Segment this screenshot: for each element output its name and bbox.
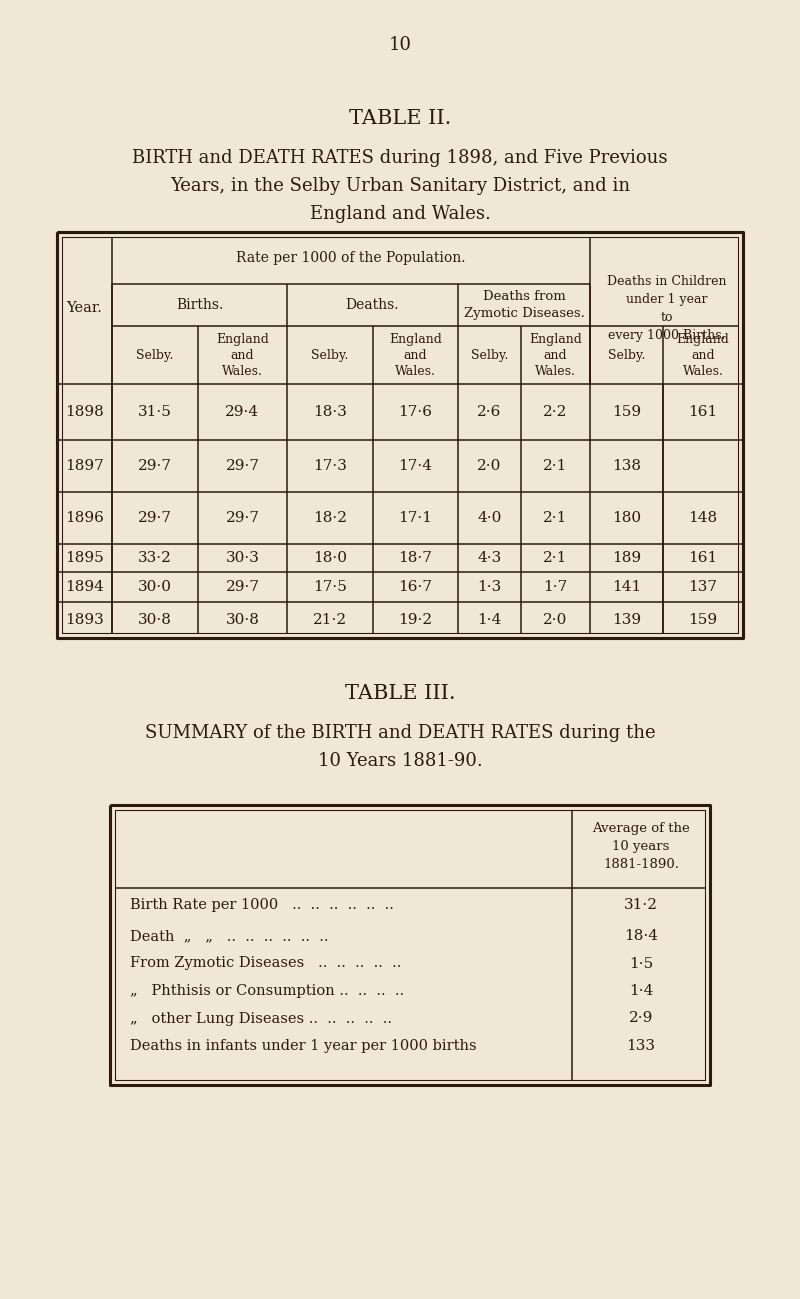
Text: 17·4: 17·4 bbox=[398, 459, 433, 473]
Text: 29·7: 29·7 bbox=[226, 459, 259, 473]
Text: 2·1: 2·1 bbox=[543, 459, 568, 473]
Text: 2·0: 2·0 bbox=[543, 613, 568, 627]
Text: England
and
Wales.: England and Wales. bbox=[389, 333, 442, 378]
Text: 19·2: 19·2 bbox=[398, 613, 433, 627]
Text: 1·7: 1·7 bbox=[543, 579, 568, 594]
Text: 1·3: 1·3 bbox=[478, 579, 502, 594]
Text: Deaths from
Zymotic Diseases.: Deaths from Zymotic Diseases. bbox=[463, 290, 585, 320]
Text: 1·5: 1·5 bbox=[629, 956, 653, 970]
Text: Deaths.: Deaths. bbox=[346, 297, 399, 312]
Text: BIRTH and DEATH RATES during 1898, and Five Previous: BIRTH and DEATH RATES during 1898, and F… bbox=[132, 149, 668, 168]
Text: 1897: 1897 bbox=[65, 459, 104, 473]
Text: 148: 148 bbox=[689, 511, 718, 525]
Text: 161: 161 bbox=[688, 551, 718, 565]
Text: „   Phthisis or Consumption ..  ..  ..  ..: „ Phthisis or Consumption .. .. .. .. bbox=[130, 985, 404, 998]
Text: 133: 133 bbox=[626, 1039, 655, 1053]
Text: 18·4: 18·4 bbox=[624, 929, 658, 943]
Text: 30·3: 30·3 bbox=[226, 551, 259, 565]
Text: 10: 10 bbox=[389, 36, 411, 55]
Text: Average of the
10 years
1881-1890.: Average of the 10 years 1881-1890. bbox=[592, 822, 690, 872]
Text: 2·1: 2·1 bbox=[543, 551, 568, 565]
Text: 1895: 1895 bbox=[65, 551, 104, 565]
Text: 139: 139 bbox=[612, 613, 641, 627]
Text: 4·0: 4·0 bbox=[478, 511, 502, 525]
Text: 10 Years 1881-90.: 10 Years 1881-90. bbox=[318, 752, 482, 770]
Text: Selby.: Selby. bbox=[471, 348, 508, 361]
Text: TABLE III.: TABLE III. bbox=[345, 683, 455, 703]
Text: TABLE II.: TABLE II. bbox=[349, 109, 451, 127]
Text: 16·7: 16·7 bbox=[398, 579, 433, 594]
Text: England
and
Wales.: England and Wales. bbox=[216, 333, 269, 378]
Text: 29·4: 29·4 bbox=[226, 405, 259, 420]
Text: Selby.: Selby. bbox=[311, 348, 349, 361]
Text: 17·6: 17·6 bbox=[398, 405, 433, 420]
Text: 18·0: 18·0 bbox=[313, 551, 347, 565]
Text: Selby.: Selby. bbox=[608, 348, 645, 361]
Text: 2·9: 2·9 bbox=[629, 1012, 653, 1025]
Text: Deaths in infants under 1 year per 1000 births: Deaths in infants under 1 year per 1000 … bbox=[130, 1039, 477, 1053]
Text: 2·1: 2·1 bbox=[543, 511, 568, 525]
Text: 159: 159 bbox=[689, 613, 718, 627]
Text: 18·3: 18·3 bbox=[313, 405, 347, 420]
Text: 29·7: 29·7 bbox=[226, 511, 259, 525]
Text: 29·7: 29·7 bbox=[138, 511, 172, 525]
Text: 30·0: 30·0 bbox=[138, 579, 172, 594]
Text: From Zymotic Diseases   ..  ..  ..  ..  ..: From Zymotic Diseases .. .. .. .. .. bbox=[130, 956, 402, 970]
Text: Year.: Year. bbox=[66, 301, 102, 314]
Text: Rate per 1000 of the Population.: Rate per 1000 of the Population. bbox=[236, 251, 466, 265]
Text: 2·2: 2·2 bbox=[543, 405, 568, 420]
Text: England
and
Wales.: England and Wales. bbox=[529, 333, 582, 378]
Text: 1·4: 1·4 bbox=[478, 613, 502, 627]
Text: 31·5: 31·5 bbox=[138, 405, 172, 420]
Text: 30·8: 30·8 bbox=[138, 613, 172, 627]
Text: 1·4: 1·4 bbox=[629, 985, 653, 998]
Text: 17·5: 17·5 bbox=[313, 579, 347, 594]
Text: 137: 137 bbox=[689, 579, 718, 594]
Text: 1898: 1898 bbox=[65, 405, 104, 420]
Text: 161: 161 bbox=[688, 405, 718, 420]
Text: Births.: Births. bbox=[176, 297, 223, 312]
Text: 159: 159 bbox=[612, 405, 641, 420]
Text: Death  „   „   ..  ..  ..  ..  ..  ..: Death „ „ .. .. .. .. .. .. bbox=[130, 929, 329, 943]
Text: 33·2: 33·2 bbox=[138, 551, 172, 565]
Text: Deaths in Children
under 1 year
to
every 1000 Births.: Deaths in Children under 1 year to every… bbox=[606, 274, 726, 342]
Text: 18·2: 18·2 bbox=[313, 511, 347, 525]
Text: 17·1: 17·1 bbox=[398, 511, 433, 525]
Text: 17·3: 17·3 bbox=[313, 459, 347, 473]
Text: 29·7: 29·7 bbox=[226, 579, 259, 594]
Text: Selby.: Selby. bbox=[136, 348, 174, 361]
Text: 31·2: 31·2 bbox=[624, 898, 658, 912]
Text: Birth Rate per 1000   ..  ..  ..  ..  ..  ..: Birth Rate per 1000 .. .. .. .. .. .. bbox=[130, 898, 394, 912]
Text: 2·6: 2·6 bbox=[478, 405, 502, 420]
Text: 180: 180 bbox=[612, 511, 641, 525]
Text: Years, in the Selby Urban Sanitary District, and in: Years, in the Selby Urban Sanitary Distr… bbox=[170, 177, 630, 195]
Text: 141: 141 bbox=[612, 579, 641, 594]
Text: „   other Lung Diseases ..  ..  ..  ..  ..: „ other Lung Diseases .. .. .. .. .. bbox=[130, 1012, 392, 1025]
Text: 1896: 1896 bbox=[65, 511, 104, 525]
Text: England
and
Wales.: England and Wales. bbox=[677, 333, 730, 378]
Text: 138: 138 bbox=[612, 459, 641, 473]
Text: 29·7: 29·7 bbox=[138, 459, 172, 473]
Text: 189: 189 bbox=[612, 551, 641, 565]
Text: 30·8: 30·8 bbox=[226, 613, 259, 627]
Text: 4·3: 4·3 bbox=[478, 551, 502, 565]
Text: 2·0: 2·0 bbox=[478, 459, 502, 473]
Text: 1894: 1894 bbox=[65, 579, 104, 594]
Text: 18·7: 18·7 bbox=[398, 551, 433, 565]
Text: 1893: 1893 bbox=[65, 613, 104, 627]
Text: SUMMARY of the BIRTH and DEATH RATES during the: SUMMARY of the BIRTH and DEATH RATES dur… bbox=[145, 724, 655, 742]
Text: 21·2: 21·2 bbox=[313, 613, 347, 627]
Text: England and Wales.: England and Wales. bbox=[310, 205, 490, 223]
